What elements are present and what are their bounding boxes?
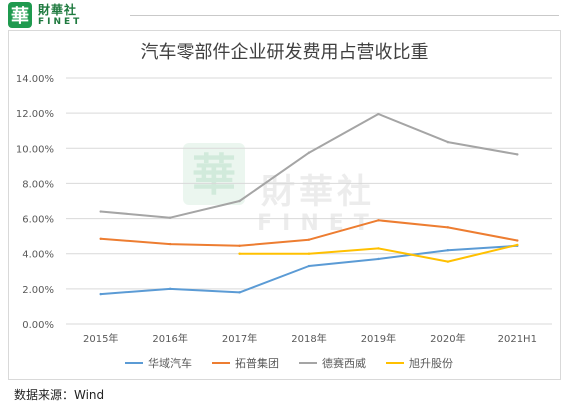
x-tick-label: 2017年: [222, 332, 257, 345]
chart-title: 汽车零部件企业研发费用占营收比重: [140, 42, 429, 63]
x-tick-label: 2015年: [83, 332, 118, 345]
series-point-1: [307, 238, 311, 241]
series-point-2: [516, 153, 519, 156]
header-rule: [130, 15, 559, 16]
x-tick-label: 2020年: [430, 332, 465, 345]
x-tick-label: 2018年: [291, 332, 326, 345]
series-point-2: [377, 112, 380, 116]
series-point-1: [238, 244, 241, 248]
finet-logo-en: FINET: [38, 16, 83, 27]
legend-label-2: 德赛西威: [322, 356, 366, 370]
y-tick-label: 14.00%: [16, 74, 54, 85]
watermark-seal: 華: [192, 150, 236, 201]
y-tick-label: 10.00%: [16, 144, 54, 155]
series-point-0: [377, 257, 380, 261]
watermark-seal-bg: [183, 143, 245, 205]
finet-logo: 華 財華社 FINET: [8, 0, 82, 30]
series-point-1: [168, 242, 172, 246]
y-tick-label: 0.00%: [22, 320, 54, 331]
series-point-1: [446, 226, 450, 229]
legend-label-1: 拓普集团: [235, 356, 279, 370]
series-point-1: [99, 237, 102, 240]
y-tick-label: 6.00%: [22, 215, 54, 226]
series-point-2: [238, 199, 241, 203]
watermark-en: FINET: [257, 211, 379, 236]
series-point-3: [446, 260, 450, 263]
series-point-0: [238, 291, 241, 294]
series-point-2: [307, 151, 311, 154]
finet-logo-cn: 財華社: [38, 2, 78, 17]
series-point-0: [168, 287, 172, 291]
y-tick-label: 12.00%: [16, 109, 54, 120]
watermark-cn: 財華社: [261, 172, 375, 212]
series-point-3: [377, 247, 380, 250]
finet-seal-logo: 華: [8, 2, 32, 28]
series-point-0: [99, 292, 102, 296]
y-tick-label: 8.00%: [22, 179, 54, 190]
x-tick-label: 2019年: [361, 332, 396, 345]
series-point-1: [377, 219, 380, 222]
series-point-3: [307, 252, 311, 255]
series-point-2: [168, 216, 172, 219]
series-point-3: [238, 252, 241, 255]
series-point-2: [446, 140, 450, 144]
y-tick-label: 2.00%: [22, 285, 54, 296]
x-tick-label: 2021H1: [498, 334, 537, 345]
series-point-0: [446, 249, 450, 252]
series-point-2: [99, 210, 102, 213]
finet-wordmark: 財華社 FINET: [38, 4, 82, 27]
series-point-3: [516, 243, 519, 247]
series-point-0: [307, 264, 311, 268]
y-tick-label: 4.00%: [22, 250, 54, 261]
legend-label-3: 旭升股份: [409, 356, 453, 370]
x-tick-label: 2016年: [152, 332, 187, 345]
data-source-note: 数据来源：Wind: [14, 388, 105, 402]
series-point-1: [516, 239, 519, 242]
legend-label-0: 华域汽车: [148, 356, 192, 370]
chart-frame: [8, 30, 561, 380]
